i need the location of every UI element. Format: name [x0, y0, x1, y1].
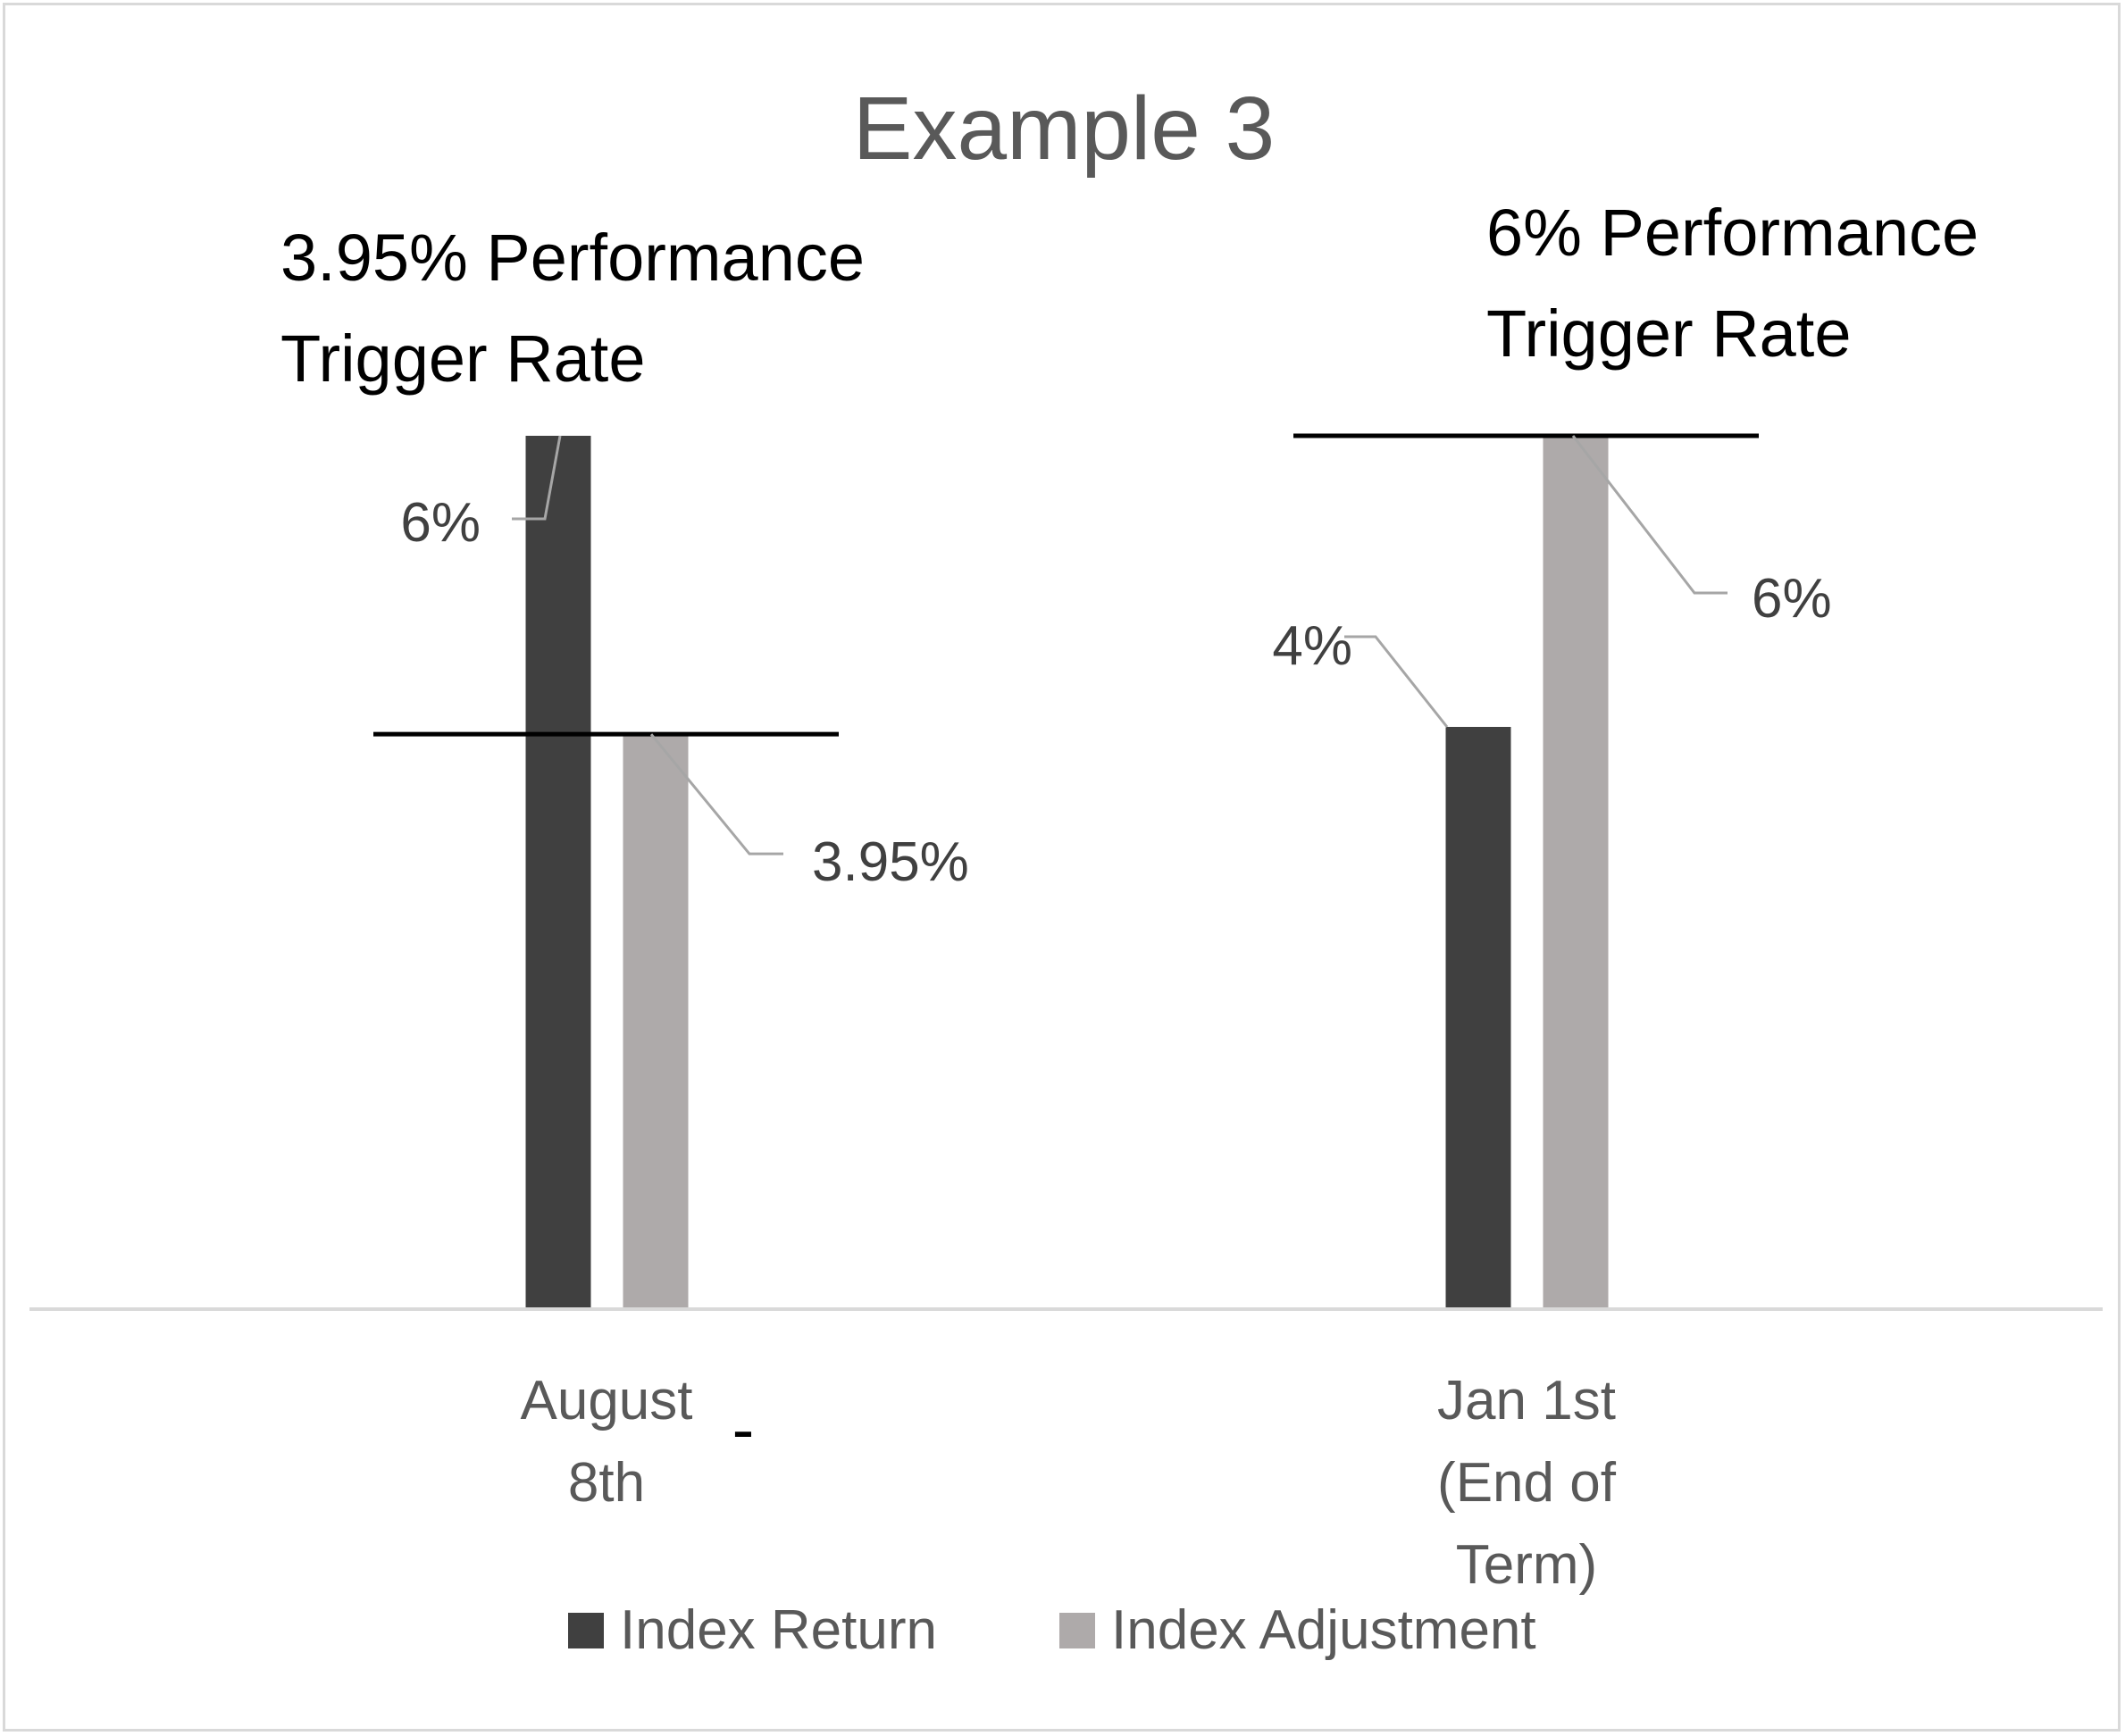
legend-swatch-0: [568, 1613, 604, 1648]
legend-item-index-adjustment: Index Adjustment: [1059, 1599, 1536, 1661]
trigger-annotation-1: 6% Performance Trigger Rate: [1486, 196, 1979, 371]
chart-frame: Example 3 6% 4% 3.95% 6% August 8th Jan 1st (E…: [3, 3, 2121, 1732]
leader-line-0-1: [1344, 635, 1449, 728]
bar-chart: Example 3 6% 4% 3.95% 6% August 8th Jan 1st (E…: [29, 79, 2103, 1661]
bar-index-return-0: [525, 436, 591, 1309]
leader-lines: [512, 435, 1728, 855]
trigger-annotation-0: 3.95% Performance Trigger Rate: [280, 221, 865, 396]
legend: Index Return Index Adjustment: [568, 1599, 1536, 1661]
data-label-0-1: 4%: [1272, 615, 1352, 677]
data-label-1-0: 3.95%: [812, 831, 969, 893]
legend-label-0: Index Return: [620, 1599, 937, 1661]
data-labels: 6% 4% 3.95% 6%: [400, 492, 1831, 893]
category-label-0: August 8th: [520, 1370, 692, 1514]
leader-line-0-0: [512, 435, 562, 521]
stray-dash-mark: -: [732, 1392, 755, 1466]
bars-layer: [525, 436, 1609, 1309]
chart-title: Example 3: [853, 79, 1275, 179]
leader-line-1-0: [649, 733, 783, 855]
category-label-1: Jan 1st (End of Term): [1437, 1370, 1617, 1596]
data-label-1-1: 6%: [1752, 568, 1832, 630]
category-labels: August 8th Jan 1st (End of Term): [520, 1370, 1616, 1596]
data-label-0-0: 6%: [400, 492, 481, 554]
legend-swatch-1: [1059, 1613, 1095, 1648]
bar-index-adjustment-0: [623, 734, 689, 1309]
trigger-lines: [373, 433, 1759, 737]
legend-label-1: Index Adjustment: [1111, 1599, 1536, 1661]
bar-index-return-1: [1445, 727, 1511, 1309]
leader-line-1-1: [1571, 435, 1728, 595]
bar-index-adjustment-1: [1543, 436, 1609, 1309]
legend-item-index-return: Index Return: [568, 1599, 937, 1661]
trigger-annotations: 3.95% Performance Trigger Rate 6% Performa…: [280, 196, 1979, 396]
